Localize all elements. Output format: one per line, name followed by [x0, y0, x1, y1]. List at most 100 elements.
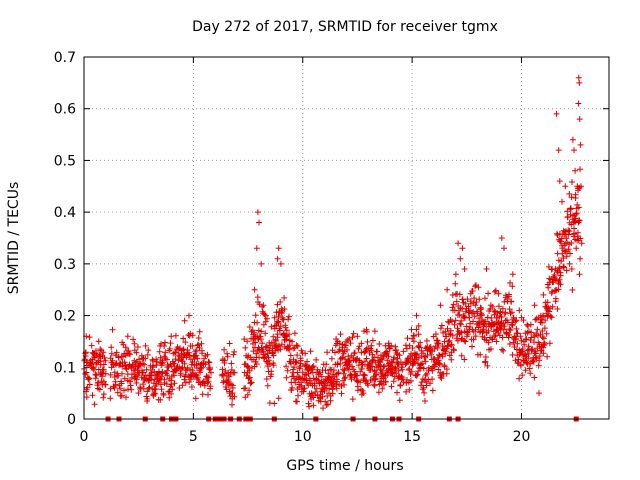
- data-point: [525, 343, 532, 350]
- data-point: [318, 373, 325, 380]
- data-point: [528, 329, 535, 336]
- x-axis-label: GPS time / hours: [286, 458, 403, 474]
- data-point: [445, 338, 452, 345]
- data-point: [294, 343, 301, 350]
- data-point: [437, 325, 444, 332]
- data-point: [365, 382, 371, 389]
- data-point: [577, 166, 583, 173]
- data-point: [305, 400, 312, 407]
- data-point: [91, 401, 98, 408]
- data-point: [532, 316, 539, 323]
- data-point: [409, 345, 416, 351]
- data-point: [452, 317, 459, 324]
- data-point: [368, 342, 375, 349]
- data-point: [152, 386, 159, 392]
- data-point: [223, 386, 230, 393]
- data-point: [253, 245, 260, 252]
- data-point: [502, 309, 509, 316]
- data-point: [283, 363, 290, 370]
- plot-frame: [83, 56, 610, 420]
- chart-title: Day 272 of 2017, SRMTID for receiver tgm…: [192, 19, 498, 35]
- data-point: [557, 281, 564, 288]
- data-point: [171, 360, 178, 367]
- data-point: [264, 344, 271, 351]
- data-point: [274, 334, 281, 341]
- axis-ticks: 0 0.1 0.2 0.3 0.4 0.5 0.6 0.7 0 5 10 15 20: [54, 50, 609, 445]
- data-point: [271, 323, 278, 329]
- data-point: [310, 402, 317, 409]
- data-point: [227, 371, 234, 377]
- data-point: [268, 371, 275, 378]
- data-point: [542, 317, 549, 324]
- data-point: [483, 266, 490, 272]
- data-point: [346, 335, 353, 342]
- data-point: [96, 351, 103, 358]
- data-point: [167, 340, 174, 347]
- data-point: [427, 380, 434, 387]
- data-point: [86, 334, 93, 341]
- data-point: [457, 320, 463, 327]
- data-point: [179, 364, 186, 371]
- data-point: [341, 375, 348, 382]
- y-tick-label: 0.7: [54, 50, 76, 66]
- data-point: [400, 379, 407, 386]
- data-point: [286, 342, 293, 349]
- data-point: [435, 341, 442, 347]
- data-point: [437, 302, 444, 309]
- data-point: [572, 218, 579, 225]
- data-point: [208, 369, 214, 376]
- data-point: [181, 317, 188, 324]
- data-point: [379, 385, 386, 392]
- data-point: [456, 291, 463, 298]
- data-point: [413, 372, 420, 379]
- data-point: [567, 205, 574, 212]
- data-point: [423, 337, 430, 344]
- data-point: [391, 354, 398, 361]
- data-point: [407, 377, 414, 384]
- data-point: [205, 374, 212, 381]
- data-point: [168, 381, 175, 388]
- data-point: [182, 379, 189, 386]
- data-point: [192, 371, 199, 378]
- data-point: [377, 359, 384, 366]
- data-point: [192, 395, 199, 402]
- data-point: [126, 378, 133, 385]
- data-point: [419, 386, 426, 393]
- data-point: [86, 375, 93, 382]
- data-point: [275, 313, 282, 320]
- data-point: [470, 336, 477, 343]
- data-point: [361, 328, 367, 335]
- data-point: [252, 312, 259, 319]
- data-point: [178, 350, 185, 357]
- data-point: [206, 359, 213, 366]
- data-point: [310, 363, 317, 370]
- data-point: [136, 356, 142, 363]
- data-point: [228, 366, 235, 373]
- data-point: [179, 382, 186, 389]
- data-point: [520, 317, 527, 324]
- data-point: [381, 363, 388, 370]
- data-point: [258, 328, 265, 335]
- data-point: [569, 287, 576, 293]
- data-point: [230, 351, 237, 358]
- data-point: [100, 366, 107, 373]
- data-point: [347, 340, 354, 347]
- data-point: [439, 353, 446, 360]
- data-point: [286, 313, 292, 320]
- data-point: [242, 344, 249, 351]
- data-point: [510, 314, 517, 321]
- data-point: [198, 340, 205, 347]
- data-point: [516, 375, 523, 382]
- data-point: [284, 367, 291, 374]
- data-point: [546, 308, 553, 315]
- data-point: [153, 356, 160, 363]
- data-point: [489, 336, 496, 343]
- data-point: [251, 286, 258, 293]
- data-point: [102, 357, 109, 364]
- data-point: [264, 382, 271, 389]
- data-point: [419, 360, 426, 367]
- data-point: [553, 110, 560, 117]
- data-point: [472, 302, 479, 309]
- data-point: [411, 333, 418, 339]
- data-point: [118, 380, 125, 387]
